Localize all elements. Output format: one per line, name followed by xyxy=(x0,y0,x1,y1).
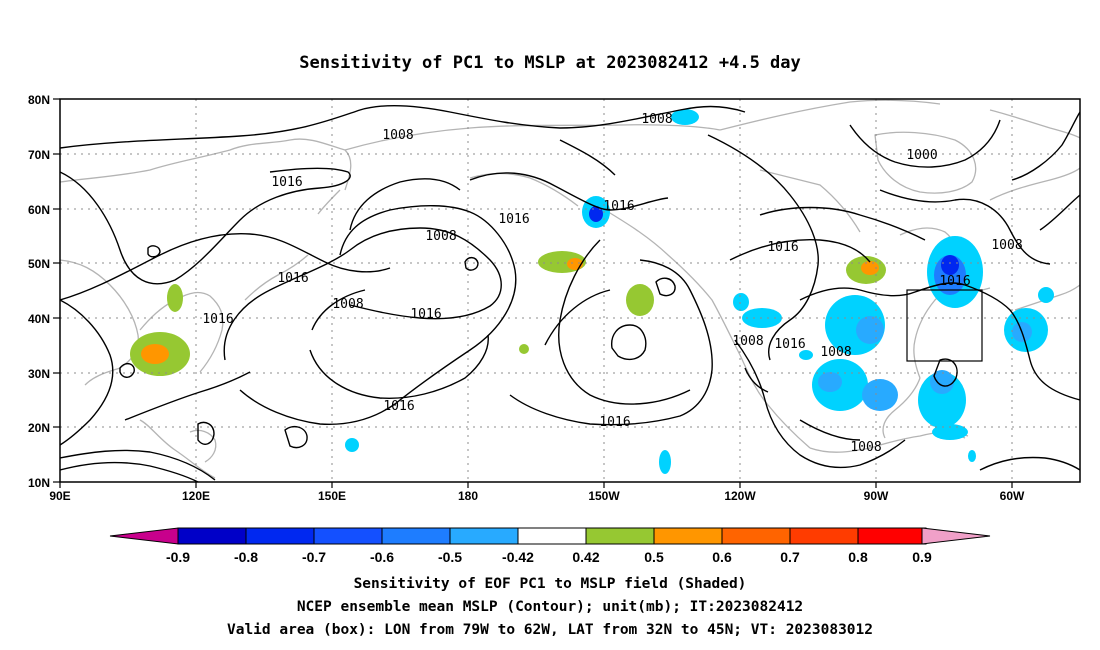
contour-label: 1016 xyxy=(383,399,414,414)
x-tick-label: 180 xyxy=(458,489,478,503)
colorbar-max-triangle xyxy=(921,527,991,545)
colorbar-segment xyxy=(381,527,451,545)
colorbar-label: 0.42 xyxy=(572,549,599,565)
contour-label: 1008 xyxy=(820,345,851,360)
y-tick-label: 40N xyxy=(28,312,50,326)
map-frame: 1008 1016 1016 1016 1008 1008 1016 1016 … xyxy=(28,93,1081,503)
colorbar-segment xyxy=(789,527,859,545)
contour-label: 1008 xyxy=(991,238,1022,253)
contour-label: 1016 xyxy=(603,199,634,214)
x-tick-label: 150E xyxy=(318,489,346,503)
contour-label: 1000 xyxy=(906,148,937,163)
x-tick-label: 120E xyxy=(182,489,210,503)
colorbar-label: 0.6 xyxy=(712,549,732,565)
colorbar-segment xyxy=(857,527,927,545)
colorbar-label: -0.5 xyxy=(438,549,462,565)
contour-label: 1008 xyxy=(382,128,413,143)
colorbar-segment xyxy=(449,527,519,545)
colorbar-label: -0.9 xyxy=(166,549,190,565)
x-tick-label: 120W xyxy=(724,489,756,503)
valid-area-box xyxy=(906,289,983,362)
contour-label: 1008 xyxy=(732,334,763,349)
contour-label: 1016 xyxy=(271,175,302,190)
y-tick-label: 10N xyxy=(28,476,50,490)
contour-label: 1016 xyxy=(767,240,798,255)
sensitivity-shading xyxy=(130,109,1054,474)
x-tick-label: 90E xyxy=(49,489,70,503)
map-title: Sensitivity of PC1 to MSLP at 2023082412… xyxy=(299,53,801,73)
colorbar-label: -0.8 xyxy=(234,549,258,565)
y-tick-label: 20N xyxy=(28,421,50,435)
x-tick-label: 60W xyxy=(1000,489,1025,503)
colorbar-label: -0.7 xyxy=(302,549,326,565)
x-tick-label: 150W xyxy=(588,489,620,503)
contour-label: 1016 xyxy=(939,274,970,289)
x-tick-label: 90W xyxy=(864,489,889,503)
colorbar: -0.9 -0.8 -0.7 -0.6 -0.5 -0.42 0.42 0.5 … xyxy=(109,527,991,565)
caption-line: Valid area (box): LON from 79W to 62W, L… xyxy=(227,622,873,638)
colorbar-segment xyxy=(517,527,587,545)
y-tick-label: 80N xyxy=(28,93,50,107)
y-axis-labels: 80N 70N 60N 50N 40N 30N 20N 10N xyxy=(28,93,50,490)
colorbar-label: 0.7 xyxy=(780,549,800,565)
contour-label: 1016 xyxy=(410,307,441,322)
colorbar-label: 0.9 xyxy=(912,549,932,565)
contour-label: 1008 xyxy=(332,297,363,312)
contour-label: 1016 xyxy=(498,212,529,227)
contour-label: 1008 xyxy=(425,229,456,244)
colorbar-segment xyxy=(721,527,791,545)
colorbar-segment xyxy=(313,527,383,545)
colorbar-segment xyxy=(177,527,247,545)
y-tick-label: 70N xyxy=(28,148,50,162)
colorbar-segment xyxy=(653,527,723,545)
mslp-contours xyxy=(60,105,1080,482)
y-tick-label: 30N xyxy=(28,367,50,381)
caption-line: Sensitivity of EOF PC1 to MSLP field (Sh… xyxy=(354,576,747,592)
contour-label: 1008 xyxy=(850,440,881,455)
caption-line: NCEP ensemble mean MSLP (Contour); unit(… xyxy=(297,599,803,615)
colorbar-min-triangle xyxy=(109,527,179,545)
x-axis-labels: 90E 120E 150E 180 150W 120W 90W 60W xyxy=(49,489,1025,503)
colorbar-segment xyxy=(585,527,655,545)
contour-label: 1016 xyxy=(202,312,233,327)
contour-label: 1016 xyxy=(277,271,308,286)
contour-label: 1008 xyxy=(641,112,672,127)
contour-labels: 1008 1016 1016 1016 1008 1008 1016 1016 … xyxy=(202,112,1022,455)
y-tick-label: 60N xyxy=(28,203,50,217)
contour-label: 1016 xyxy=(599,415,630,430)
colorbar-label: 0.8 xyxy=(848,549,868,565)
gridlines xyxy=(60,99,1080,482)
colorbar-label: -0.42 xyxy=(502,549,534,565)
captions: Sensitivity of EOF PC1 to MSLP field (Sh… xyxy=(227,576,873,638)
colorbar-label: -0.6 xyxy=(370,549,394,565)
y-tick-label: 50N xyxy=(28,257,50,271)
colorbar-label: 0.5 xyxy=(644,549,664,565)
contour-label: 1016 xyxy=(774,337,805,352)
colorbar-segment xyxy=(245,527,315,545)
axis-ticks xyxy=(53,98,1013,488)
